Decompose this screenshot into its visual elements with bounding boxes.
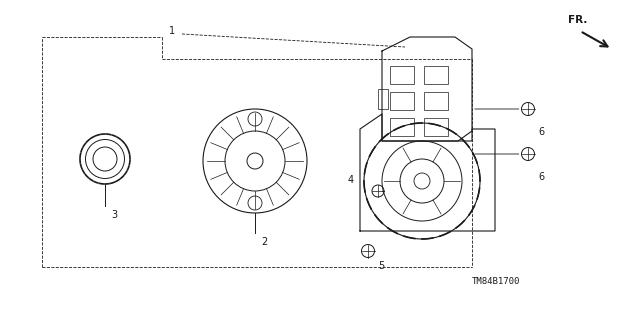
Text: 5: 5 (378, 261, 384, 271)
Bar (390, 66, 414, 84)
Bar (424, 92, 448, 110)
Text: 2: 2 (261, 237, 268, 247)
Text: 4: 4 (348, 175, 354, 185)
Bar (378, 89, 388, 109)
Text: 1: 1 (169, 26, 175, 36)
Text: 6: 6 (538, 127, 544, 137)
Text: 3: 3 (111, 210, 117, 220)
Text: TM84B1700: TM84B1700 (472, 277, 520, 286)
Bar (390, 118, 414, 136)
Bar (390, 92, 414, 110)
Bar (424, 66, 448, 84)
Text: 6: 6 (538, 172, 544, 182)
Text: FR.: FR. (568, 15, 588, 25)
Bar (424, 118, 448, 136)
